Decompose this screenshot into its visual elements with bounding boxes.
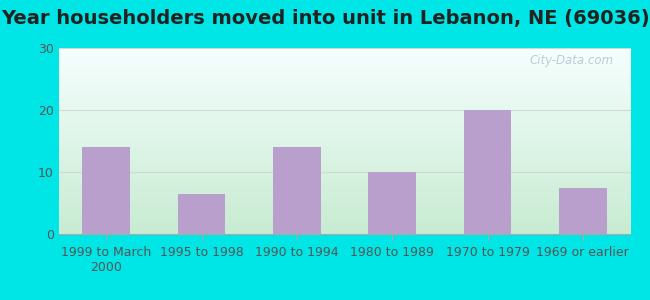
Bar	[559, 188, 606, 234]
Bar	[369, 172, 416, 234]
Bar	[83, 147, 130, 234]
Bar	[463, 110, 512, 234]
Text: Year householders moved into unit in Lebanon, NE (69036): Year householders moved into unit in Leb…	[1, 9, 649, 28]
Text: City-Data.com: City-Data.com	[529, 54, 614, 67]
Bar	[177, 194, 226, 234]
Bar	[273, 147, 320, 234]
